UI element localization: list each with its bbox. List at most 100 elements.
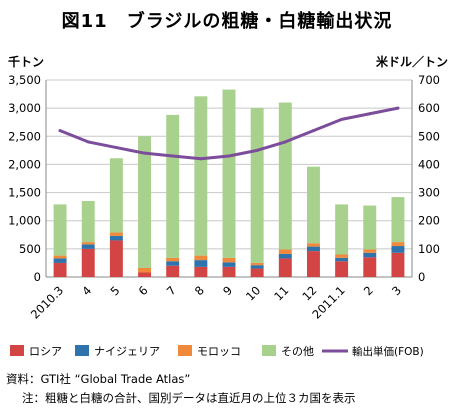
y-tick-label: 0 [34,270,41,284]
bar-segment [278,253,292,259]
bar-segment [335,261,349,277]
bar-segment [53,262,67,277]
y2-tick-label: 0 [418,270,425,284]
price-point [396,106,400,110]
bar-segment [306,166,320,244]
y2-tick-label: 500 [418,129,440,143]
bar-segment [81,248,95,277]
footnote: 注：粗糖と白糖の合計、国別データは直近月の上位３カ国を表示 [22,391,356,405]
legend: ロシア ナイジェリア モロッコ その他 輸出単価(FOB) [10,345,424,358]
x-tick-label: 3 [389,283,404,298]
x-tick-label: 2010.3 [28,283,66,321]
price-point [114,146,118,150]
bar-segment [363,205,377,250]
price-point [171,154,175,158]
bar-segment [306,251,320,277]
bar-segment [222,266,236,277]
y-tick-label: 3,000 [8,101,41,115]
x-tick-label: 10 [243,283,263,303]
bar-segment [391,242,405,247]
price-point [368,112,372,116]
y2-tick-label: 200 [418,214,440,228]
y2-tick-label: 600 [418,101,440,115]
y2-tick-label: 400 [418,157,440,171]
line-layer [58,106,400,161]
bar-segment [250,265,264,269]
legend-label: ナイジェリア [94,345,160,358]
bar-segment [391,246,405,253]
bar-segment [335,254,349,258]
y-tick-label: 3,500 [8,73,41,87]
legend-label: その他 [281,345,314,358]
price-point [227,154,231,158]
bar-segment [53,204,67,256]
source-note: 資料：GTI社 “Global Trade Atlas” [6,372,191,386]
bar-segment [53,255,67,259]
y2-tick-label: 700 [418,73,440,87]
bar-segment [109,235,123,241]
x-tick-label: 2 [361,283,376,298]
bar-segment [391,252,405,277]
chart-title: 図11 ブラジルの粗糖・白糖輸出状況 [61,11,393,32]
price-point [311,129,315,133]
price-point [58,129,62,133]
x-tick-label: 4 [79,283,94,298]
price-point [283,140,287,144]
y-tick-label: 2,500 [8,129,41,143]
bar-segment [278,102,292,250]
bar-segment [363,252,377,258]
bar-segment [194,96,208,256]
bar-segment [81,201,95,243]
bar-segment [109,232,123,236]
bar-segment [109,158,123,233]
y-tick-label: 500 [19,242,41,256]
bar-segment [194,266,208,277]
price-point [143,151,147,155]
bar-segment [278,258,292,277]
bar-segment [166,257,180,262]
x-tick-label: 9 [220,283,235,298]
bar-segment [166,265,180,277]
y2-tick-label: 100 [418,242,440,256]
bar-segment [335,257,349,262]
bar-segment [250,268,264,277]
bar-segment [222,262,236,267]
legend-swatch [10,345,24,356]
bar-segment [109,240,123,277]
legend-label: 輸出単価(FOB) [352,345,424,358]
bar-segment [363,257,377,277]
y-axis-title: 千トン [8,54,44,69]
bar-segment [222,89,236,258]
bar-segment [306,243,320,247]
legend-label: ロシア [29,345,62,358]
x-tick-label: 7 [164,283,179,298]
bar-segment [250,262,264,266]
bar-segment [81,242,95,245]
y-tick-label: 1,500 [8,186,41,200]
y2-tick-label: 300 [418,186,440,200]
price-point [255,148,259,152]
x-tick-label: 11 [271,283,291,303]
y2-axis-title: 米ドル／トン [376,54,448,69]
x-tick-label: 8 [192,283,207,298]
y-tick-label: 1,000 [8,214,41,228]
bar-segment [391,197,405,243]
bar-segment [138,136,152,268]
x-tick-label: 5 [107,283,122,298]
bar-segment [166,261,180,266]
bar-segment [278,249,292,254]
x-tick-label: 6 [136,283,151,298]
bar-segment [53,258,67,263]
y-tick-label: 2,000 [8,157,41,171]
price-point [199,157,203,161]
bar-segment [138,267,152,273]
legend-swatch [75,345,89,356]
bar-segment [335,204,349,255]
bar-segment [166,114,180,258]
bar-segment [194,255,208,261]
bar-segment [81,244,95,249]
bar-segment [250,108,264,263]
x-tick-label: 12 [299,283,319,303]
legend-swatch [262,345,276,356]
